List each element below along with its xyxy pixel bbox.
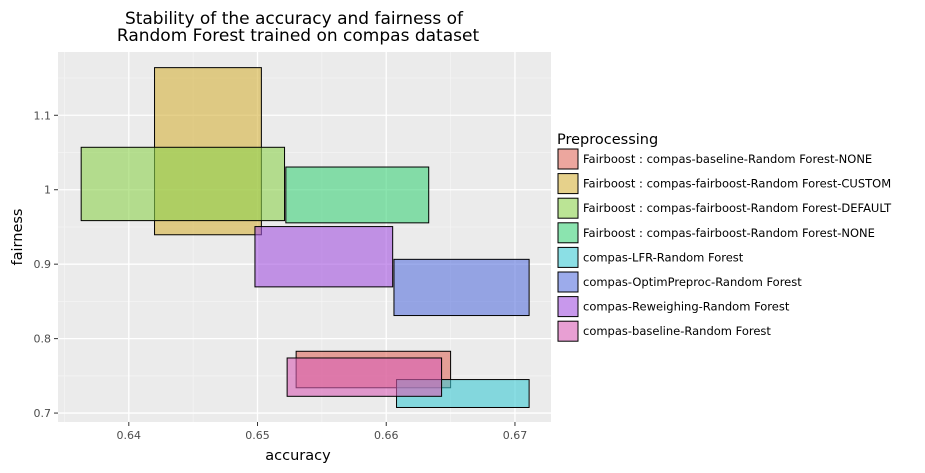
legend: Fairboost : compas-baseline-Random Fores… — [557, 148, 892, 342]
x-tick-label: 0.67 — [503, 429, 528, 442]
y-tick-label: 0.7 — [34, 407, 52, 420]
legend-label-7: compas-baseline-Random Forest — [583, 324, 771, 338]
x-tick-label: 0.64 — [117, 429, 142, 442]
legend-key-2 — [557, 197, 579, 219]
data-rect-6 — [254, 226, 394, 288]
legend-title: Preprocessing — [557, 132, 658, 148]
y-tick-label: 0.9 — [34, 258, 52, 271]
legend-label-4: compas-LFR-Random Forest — [583, 250, 744, 264]
data-rect-3 — [285, 166, 430, 224]
y-tick-label: 1 — [44, 184, 51, 197]
x-axis-label: accuracy — [265, 448, 331, 464]
legend-label-3: Fairboost : compas-fairboost-Random Fore… — [583, 226, 875, 240]
chart-title-line-1: Stability of the accuracy and fairness o… — [125, 9, 464, 29]
y-tick-label: 0.8 — [34, 333, 52, 346]
y-axis-label: fairness — [10, 209, 26, 266]
data-rect-7 — [286, 357, 443, 397]
axis-ticks: 0.64 0.65 0.66 0.67 0.7 0.8 0.9 1 1.1 — [34, 109, 528, 442]
legend-key-6 — [557, 296, 579, 318]
y-tick-label: 1.1 — [34, 109, 52, 122]
legend-key-3 — [557, 222, 579, 244]
legend-key-1 — [557, 173, 579, 195]
chart-title-line-2: Random Forest trained on compas dataset — [117, 26, 480, 46]
data-rect-5 — [393, 258, 530, 317]
legend-key-4 — [557, 246, 579, 268]
legend-label-2: Fairboost : compas-fairboost-Random Fore… — [583, 201, 892, 215]
legend-key-5 — [557, 271, 579, 293]
legend-label-5: compas-OptimPreproc-Random Forest — [583, 275, 802, 289]
legend-key-0 — [557, 148, 579, 170]
x-tick-label: 0.66 — [374, 429, 399, 442]
legend-key-7 — [557, 320, 579, 342]
legend-label-6: compas-Reweighing-Random Forest — [583, 300, 790, 314]
legend-label-0: Fairboost : compas-baseline-Random Fores… — [583, 152, 872, 166]
data-rect-2 — [80, 146, 286, 222]
legend-label-1: Fairboost : compas-fairboost-Random Fore… — [583, 177, 891, 191]
data-rectangles — [80, 67, 530, 408]
x-tick-label: 0.65 — [245, 429, 270, 442]
